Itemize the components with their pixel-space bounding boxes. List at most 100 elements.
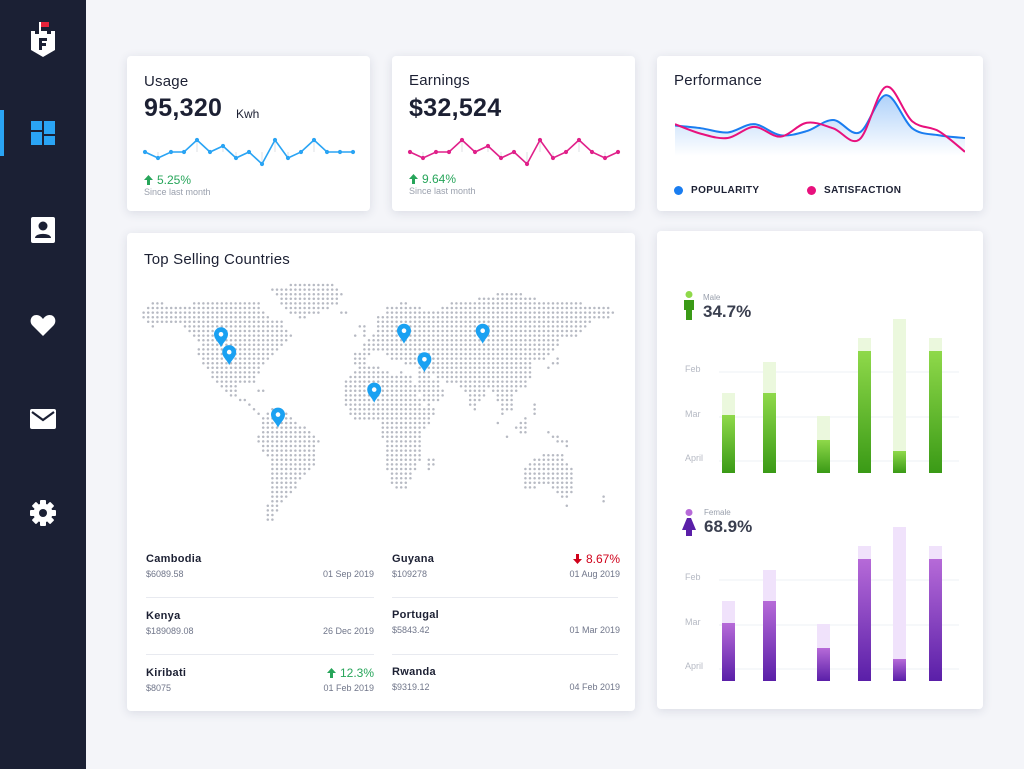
map-dot — [537, 458, 541, 462]
map-dot — [482, 348, 486, 351]
map-dot — [491, 361, 495, 365]
country-item[interactable]: Cambodia $6089.58 01 Sep 2019 — [146, 553, 374, 599]
map-dot — [363, 389, 366, 393]
earnings-point — [420, 155, 426, 161]
map-dot — [524, 297, 527, 301]
map-dot — [234, 366, 237, 370]
map-dot — [280, 329, 283, 333]
map-dot — [505, 329, 509, 333]
map-dot — [206, 366, 210, 370]
male-bar-track — [893, 319, 906, 473]
map-dot — [505, 394, 509, 397]
map-dot — [514, 348, 518, 351]
earnings-point — [576, 137, 582, 143]
map-dot — [298, 476, 302, 480]
map-dot — [215, 325, 219, 328]
map-dot — [551, 325, 555, 328]
map-dot — [404, 486, 408, 489]
country-item[interactable]: Rwanda $9319.12 04 Feb 2019 — [392, 666, 620, 712]
country-name: Kenya — [146, 610, 181, 622]
map-dot — [395, 426, 398, 429]
female-bar — [929, 559, 942, 681]
map-dot — [510, 343, 513, 347]
map-dot — [266, 315, 270, 319]
map-dot — [473, 357, 477, 360]
map-pin-icon[interactable] — [222, 345, 237, 366]
map-dot — [381, 320, 385, 324]
sidebar-item-dashboard[interactable] — [0, 110, 86, 156]
country-item[interactable]: Portugal $5843.42 01 Mar 2019 — [392, 609, 620, 655]
legend-satisfaction-label: SATISFACTION — [824, 185, 902, 196]
map-dot — [386, 320, 389, 324]
map-dot — [261, 343, 265, 347]
map-dot — [395, 348, 398, 351]
sidebar-item-messages[interactable] — [0, 396, 86, 442]
country-item[interactable]: Kiribati 12.3% $8075 01 Feb 2019 — [146, 666, 374, 713]
castle-logo[interactable] — [28, 22, 58, 58]
male-bar — [763, 393, 776, 473]
map-dot — [445, 357, 449, 360]
map-dot — [284, 338, 288, 342]
map-dot — [275, 463, 279, 466]
map-dot — [284, 421, 288, 425]
map-dot — [386, 412, 389, 416]
map-dot — [487, 352, 490, 356]
map-dot — [542, 458, 546, 462]
map-dot — [455, 320, 458, 324]
map-dot — [192, 329, 196, 333]
map-dot — [505, 371, 509, 374]
map-dot — [367, 417, 371, 420]
map-dot — [381, 371, 385, 374]
map-dot — [271, 343, 274, 347]
map-dot — [386, 458, 389, 462]
map-dot — [202, 334, 205, 337]
sidebar-item-contacts[interactable] — [0, 207, 86, 253]
earnings-title: Earnings — [409, 72, 470, 89]
map-dot — [491, 334, 495, 337]
map-dot — [381, 329, 385, 333]
map-dot — [542, 302, 546, 305]
map-dot — [478, 306, 481, 310]
map-dot — [468, 306, 472, 310]
map-dot — [381, 435, 385, 439]
map-dot — [574, 320, 578, 324]
map-dot — [514, 375, 518, 379]
country-item[interactable]: Kenya $189089.08 26 Dec 2019 — [146, 610, 374, 656]
map-dot — [533, 357, 536, 360]
map-dot — [252, 320, 256, 324]
map-dot — [427, 343, 431, 347]
map-dot — [280, 495, 283, 498]
earnings-card: Earnings $32,524 9.64% Since last month — [392, 56, 635, 211]
country-item[interactable]: Guyana 8.67% $109278 01 Aug 2019 — [392, 552, 620, 599]
map-pin-icon[interactable] — [214, 327, 228, 348]
map-dot — [248, 302, 251, 305]
map-dot — [275, 348, 279, 351]
sidebar-item-favorites[interactable] — [0, 302, 86, 348]
map-dot — [418, 325, 421, 328]
map-dot — [468, 338, 472, 342]
map-dot — [192, 306, 196, 310]
map-dot — [409, 315, 412, 319]
map-dot — [496, 352, 500, 356]
map-dot — [560, 472, 564, 475]
map-dot — [487, 311, 490, 314]
map-dot — [409, 389, 412, 393]
map-dot — [390, 338, 394, 342]
map-dot — [574, 306, 578, 310]
map-dot — [363, 412, 366, 416]
map-dot — [358, 384, 362, 388]
map-pin-icon[interactable] — [417, 352, 432, 373]
map-dot — [432, 311, 435, 314]
map-pin-icon[interactable] — [271, 407, 285, 428]
map-dot — [395, 449, 398, 452]
map-pin-icon[interactable] — [475, 323, 490, 344]
map-dot — [436, 366, 440, 370]
sidebar-item-settings[interactable] — [0, 490, 86, 536]
map-dot — [303, 449, 306, 452]
map-pin-icon[interactable] — [397, 323, 411, 344]
map-dot — [390, 476, 394, 480]
map-dot — [238, 320, 242, 324]
map-dot — [229, 375, 233, 379]
map-pin-icon[interactable] — [367, 382, 382, 403]
map-dot — [464, 306, 467, 310]
